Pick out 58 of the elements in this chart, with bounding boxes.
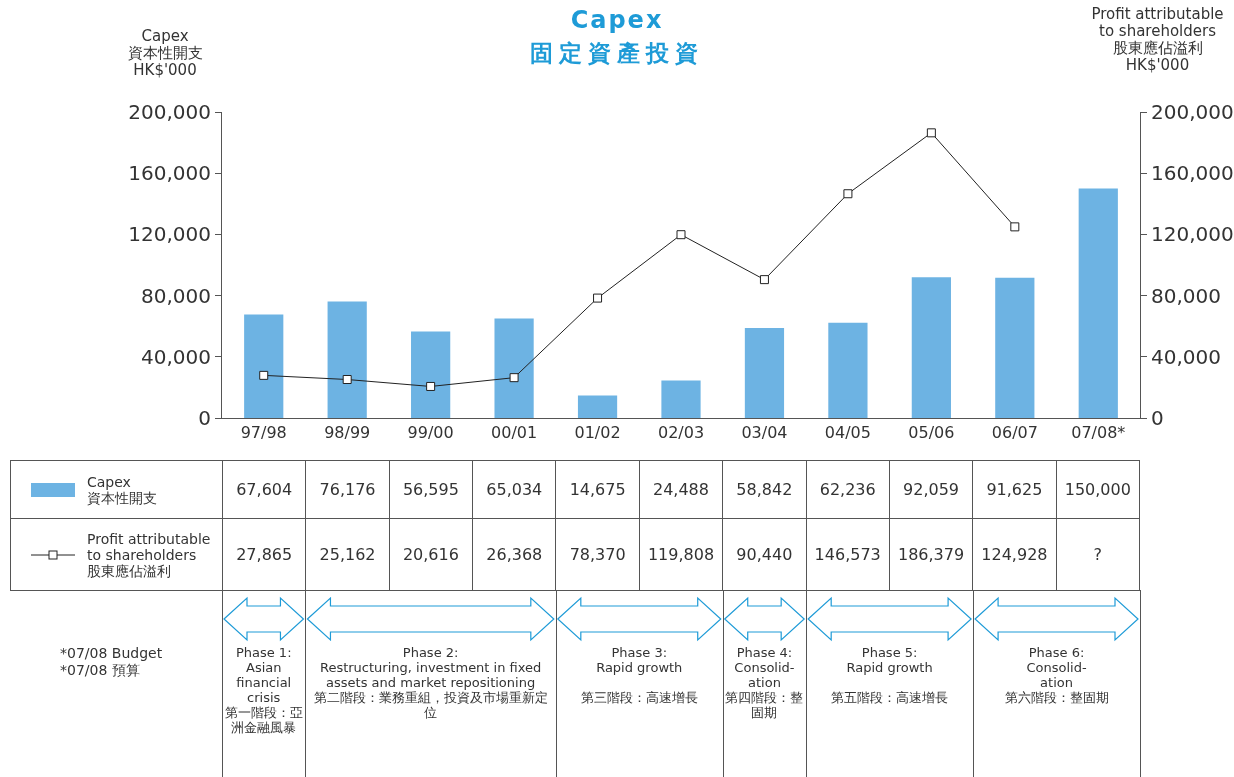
x-tick-label: 07/08* [1071,423,1126,443]
data-label: 150,000 [1056,460,1140,519]
text: Phase 4: Consolid- ation 第四階段：整固期 [724,645,805,720]
legend-label: Profit attributable to shareholders 股東應佔溢利 [87,530,211,579]
y-tick-label: 0 [198,406,211,430]
data-label: 56,595 [389,460,473,519]
data-label: 20,616 [389,518,473,591]
data-label: 186,379 [889,518,973,591]
y-tick-label: 120,000 [128,222,211,247]
x-tick-label: 06/07 [991,423,1038,443]
data-label: 58,842 [722,460,807,519]
x-tick-label: 03/04 [741,423,788,443]
data-label: 90,440 [722,518,807,591]
chart-subtitle: 固定資產投資 [530,40,704,66]
text: Phase 5: Rapid growth 第五階段：高速增長 [830,645,950,705]
text: Phase 2: Restructuring, investment in fixed assets and market repositioning 第二階段：業務重組，投資及市場重新定位 [312,645,549,720]
text: Phase 3: Rapid growth 第三階段：高速增長 [579,645,699,705]
data-label: 91,625 [972,460,1057,519]
text: ? [1093,545,1103,564]
data-label: 62,236 [806,460,890,519]
data-label: 146,573 [806,518,890,591]
data-label: 124,928 [972,518,1057,591]
y2-tick-label: 160,000 [1151,161,1234,186]
y2-tick-label: 40,000 [1151,344,1221,369]
y2-tick-label: 200,000 [1151,100,1234,124]
y-tick-label: 160,000 [128,161,211,186]
data-label: 14,675 [555,460,640,519]
data-label: 67,604 [222,460,306,519]
legend-label: Capex 資本性開支 [87,473,157,506]
text: *07/08 Budget *07/08 預算 [60,645,163,679]
x-tick-label: 05/06 [908,423,955,443]
data-label: 26,368 [472,518,556,591]
x-tick-label: 00/01 [491,423,538,443]
y2-axis-title: Profit attributable to shareholders 股東應佔溢利 HK$'000 [1090,5,1225,74]
y2-tick-label: 0 [1151,406,1164,430]
x-tick-label: 02/03 [657,423,705,443]
x-tick-label: 98/99 [324,423,371,443]
data-label: 24,488 [639,460,723,519]
data-label: 76,176 [305,460,390,519]
data-label: 78,370 [555,518,640,591]
y-axis-title: Capex 資本性開支 HK$'000 [126,27,204,79]
y-tick-label: 80,000 [141,283,211,308]
y2-tick-label: 120,000 [1151,222,1234,247]
y2-tick-label: 80,000 [1151,283,1221,308]
chart-title: Capex [570,6,664,34]
text: Phase 1: Asian financial crisis 第一階段：亞洲金融風暴 [224,645,304,735]
x-tick-label: 97/98 [240,423,287,443]
data-label: 25,162 [305,518,390,591]
data-label: 119,808 [639,518,723,591]
x-tick-label: 99/00 [407,423,454,443]
text: Phase 6: Consolid- ation 第六階段：整固期 [1003,645,1110,705]
x-tick-label: 01/02 [574,423,621,443]
data-label: 27,865 [222,518,306,591]
data-label: 92,059 [889,460,973,519]
data-label: 65,034 [472,460,556,519]
y-tick-label: 200,000 [128,100,211,124]
x-tick-label: 04/05 [824,423,871,443]
y-tick-label: 40,000 [141,344,211,369]
